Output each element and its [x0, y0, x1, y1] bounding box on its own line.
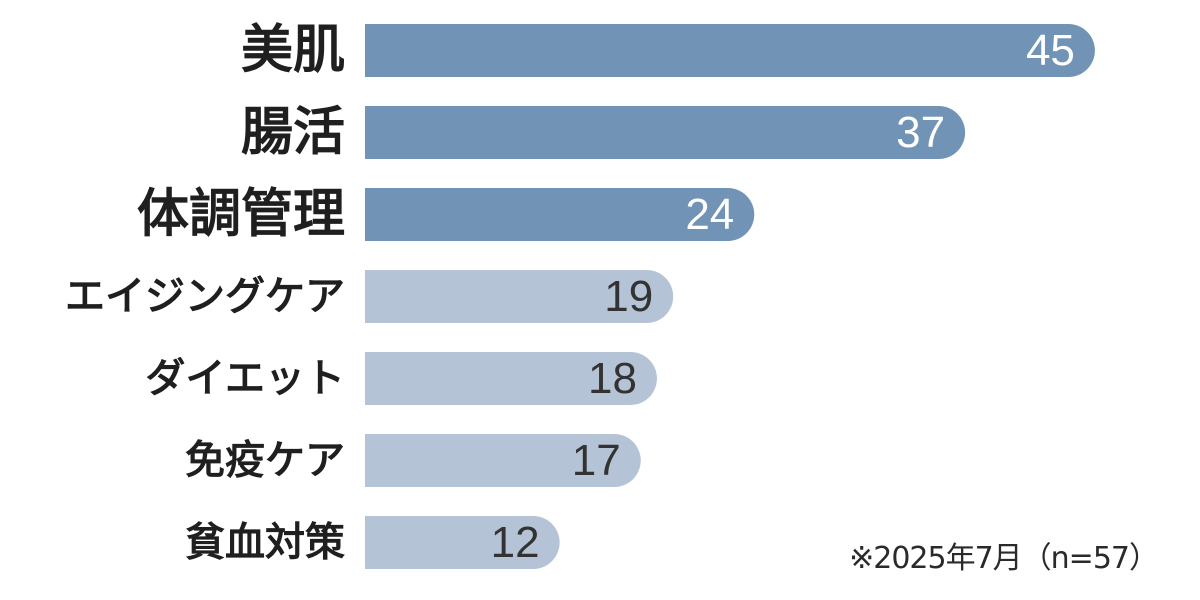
- category-label-4: エイジングケア: [65, 274, 345, 320]
- category-label-7: 貧血対策: [185, 520, 345, 566]
- data-label-3: 24: [685, 190, 734, 239]
- chart-footnote: ※2025年7月（n=57）: [849, 541, 1159, 576]
- bar-2: [365, 106, 966, 159]
- category-label-3: 体調管理: [137, 185, 345, 245]
- data-label-7: 12: [491, 518, 540, 567]
- data-label-6: 17: [572, 436, 621, 485]
- data-label-2: 37: [896, 108, 945, 157]
- data-label-5: 18: [588, 354, 637, 403]
- category-label-6: 免疫ケア: [185, 438, 345, 484]
- data-label-1: 45: [1026, 26, 1075, 75]
- bar-4: [365, 270, 674, 323]
- bar-3: [365, 188, 755, 241]
- bar-7: [365, 516, 560, 569]
- category-label-2: 腸活: [241, 103, 345, 163]
- category-label-5: ダイエット: [145, 356, 345, 402]
- category-label-1: 美肌: [241, 21, 345, 81]
- data-label-4: 19: [604, 272, 653, 321]
- bar-1: [365, 24, 1095, 77]
- bar-6: [365, 434, 641, 487]
- bar-5: [365, 352, 657, 405]
